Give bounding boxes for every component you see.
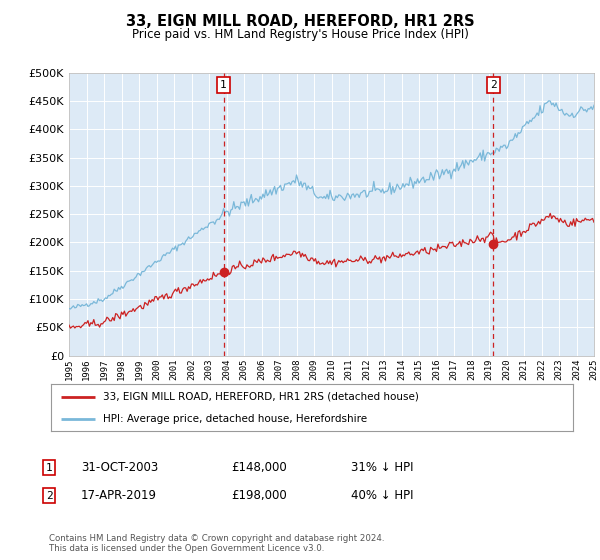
Text: 17-APR-2019: 17-APR-2019	[81, 489, 157, 502]
Text: 1: 1	[220, 80, 227, 90]
Text: 40% ↓ HPI: 40% ↓ HPI	[351, 489, 413, 502]
Text: 2: 2	[490, 80, 497, 90]
Text: 33, EIGN MILL ROAD, HEREFORD, HR1 2RS: 33, EIGN MILL ROAD, HEREFORD, HR1 2RS	[125, 14, 475, 29]
Text: 1: 1	[46, 463, 53, 473]
Text: 31-OCT-2003: 31-OCT-2003	[81, 461, 158, 474]
Text: Contains HM Land Registry data © Crown copyright and database right 2024.
This d: Contains HM Land Registry data © Crown c…	[49, 534, 385, 553]
Text: HPI: Average price, detached house, Herefordshire: HPI: Average price, detached house, Here…	[103, 414, 367, 424]
Text: Price paid vs. HM Land Registry's House Price Index (HPI): Price paid vs. HM Land Registry's House …	[131, 28, 469, 41]
Text: £198,000: £198,000	[231, 489, 287, 502]
Text: 31% ↓ HPI: 31% ↓ HPI	[351, 461, 413, 474]
Text: 33, EIGN MILL ROAD, HEREFORD, HR1 2RS (detached house): 33, EIGN MILL ROAD, HEREFORD, HR1 2RS (d…	[103, 392, 419, 402]
Text: £148,000: £148,000	[231, 461, 287, 474]
Text: 2: 2	[46, 491, 53, 501]
